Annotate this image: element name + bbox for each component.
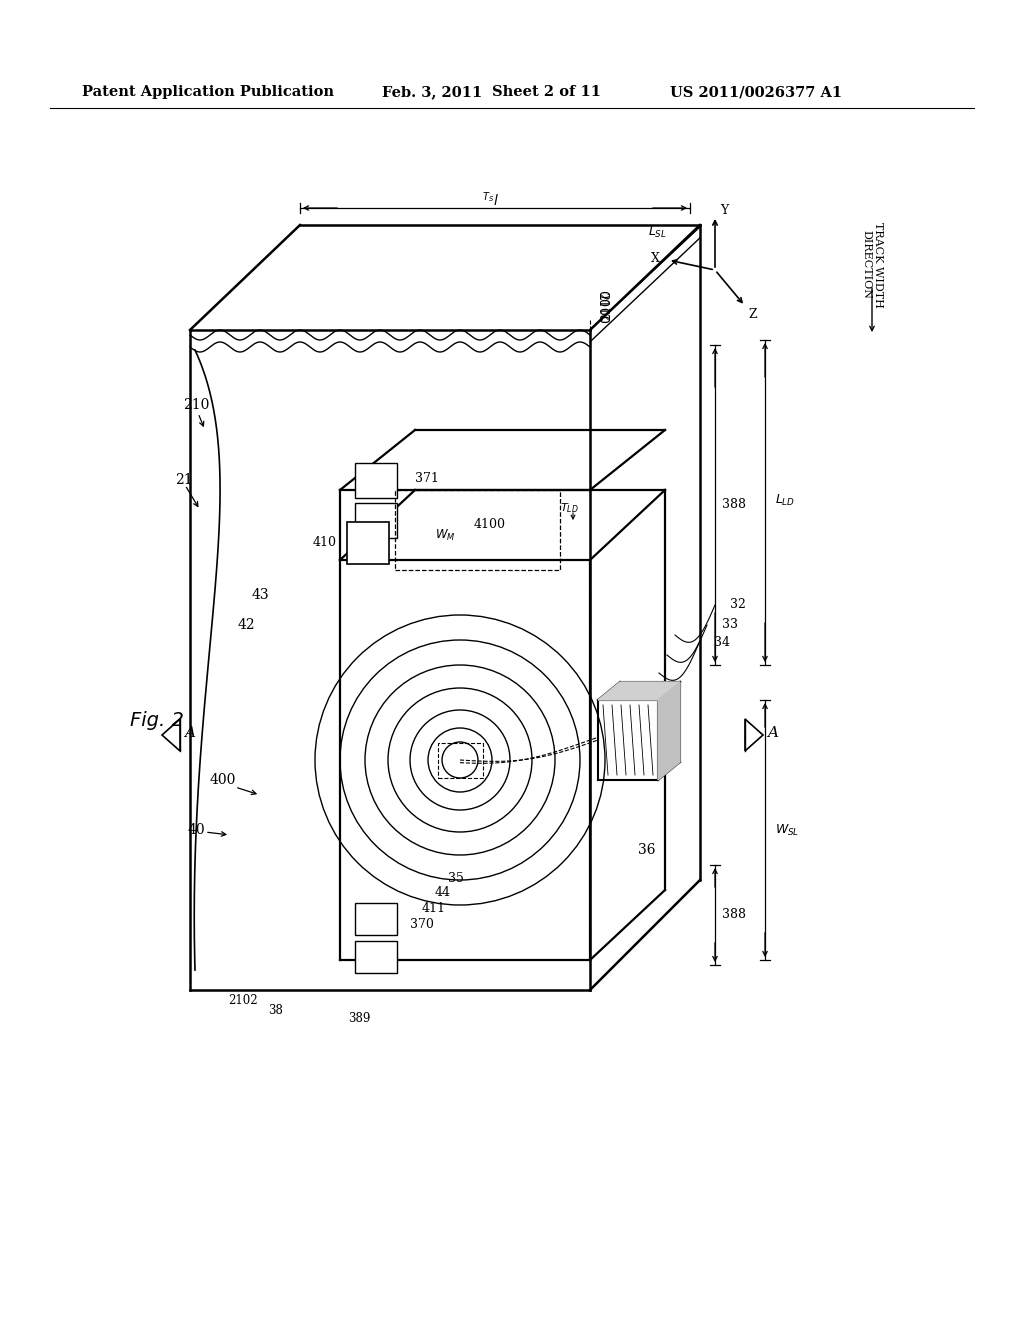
Polygon shape xyxy=(658,682,680,780)
Text: 389: 389 xyxy=(348,1011,371,1024)
Bar xyxy=(355,941,397,973)
Text: 2100: 2100 xyxy=(600,289,613,321)
Text: TRACK WIDTH
DIRECTION: TRACK WIDTH DIRECTION xyxy=(861,222,883,308)
Text: 370: 370 xyxy=(410,919,434,932)
Text: 43: 43 xyxy=(252,587,269,602)
Text: 388: 388 xyxy=(722,908,746,921)
Text: US 2011/0026377 A1: US 2011/0026377 A1 xyxy=(670,84,842,99)
Text: 44: 44 xyxy=(435,887,451,899)
Bar xyxy=(347,521,389,564)
Text: 2102: 2102 xyxy=(228,994,258,1006)
Text: $W_M$: $W_M$ xyxy=(435,528,456,543)
Text: Y: Y xyxy=(720,205,728,218)
Text: A: A xyxy=(184,726,195,741)
Text: 388: 388 xyxy=(722,499,746,511)
Bar xyxy=(355,463,397,498)
Text: 32: 32 xyxy=(730,598,745,611)
Text: 21: 21 xyxy=(175,473,193,487)
Text: $L_{LD}$: $L_{LD}$ xyxy=(775,492,796,508)
Text: 410: 410 xyxy=(313,536,337,549)
Text: 411: 411 xyxy=(422,902,446,915)
Text: Feb. 3, 2011: Feb. 3, 2011 xyxy=(382,84,482,99)
Text: 38: 38 xyxy=(268,1003,283,1016)
Text: X: X xyxy=(650,252,659,264)
Text: 42: 42 xyxy=(238,618,256,632)
Text: Z: Z xyxy=(748,308,757,321)
Bar xyxy=(437,742,482,777)
Bar xyxy=(355,903,397,935)
Text: $L_{SL}$: $L_{SL}$ xyxy=(648,224,667,239)
Text: Fig. 2: Fig. 2 xyxy=(130,710,184,730)
Bar xyxy=(395,490,560,570)
Text: A: A xyxy=(767,726,778,741)
Text: 400: 400 xyxy=(210,774,237,787)
Text: $^{T_S}l$: $^{T_S}l$ xyxy=(481,190,499,210)
Text: Sheet 2 of 11: Sheet 2 of 11 xyxy=(492,84,601,99)
Text: $W_{SL}$: $W_{SL}$ xyxy=(775,822,800,838)
Text: 34: 34 xyxy=(714,636,730,649)
Bar xyxy=(355,503,397,539)
Text: 33: 33 xyxy=(722,619,738,631)
Text: 4100: 4100 xyxy=(474,519,506,532)
Text: 36: 36 xyxy=(638,843,655,857)
Text: 210: 210 xyxy=(183,399,209,412)
Text: Patent Application Publication: Patent Application Publication xyxy=(82,84,334,99)
Polygon shape xyxy=(598,682,680,700)
Text: 35: 35 xyxy=(449,871,464,884)
Text: $T_{LD}$: $T_{LD}$ xyxy=(560,502,579,515)
Text: 371: 371 xyxy=(415,471,439,484)
Text: 2100: 2100 xyxy=(595,292,608,323)
Text: 40: 40 xyxy=(188,822,206,837)
